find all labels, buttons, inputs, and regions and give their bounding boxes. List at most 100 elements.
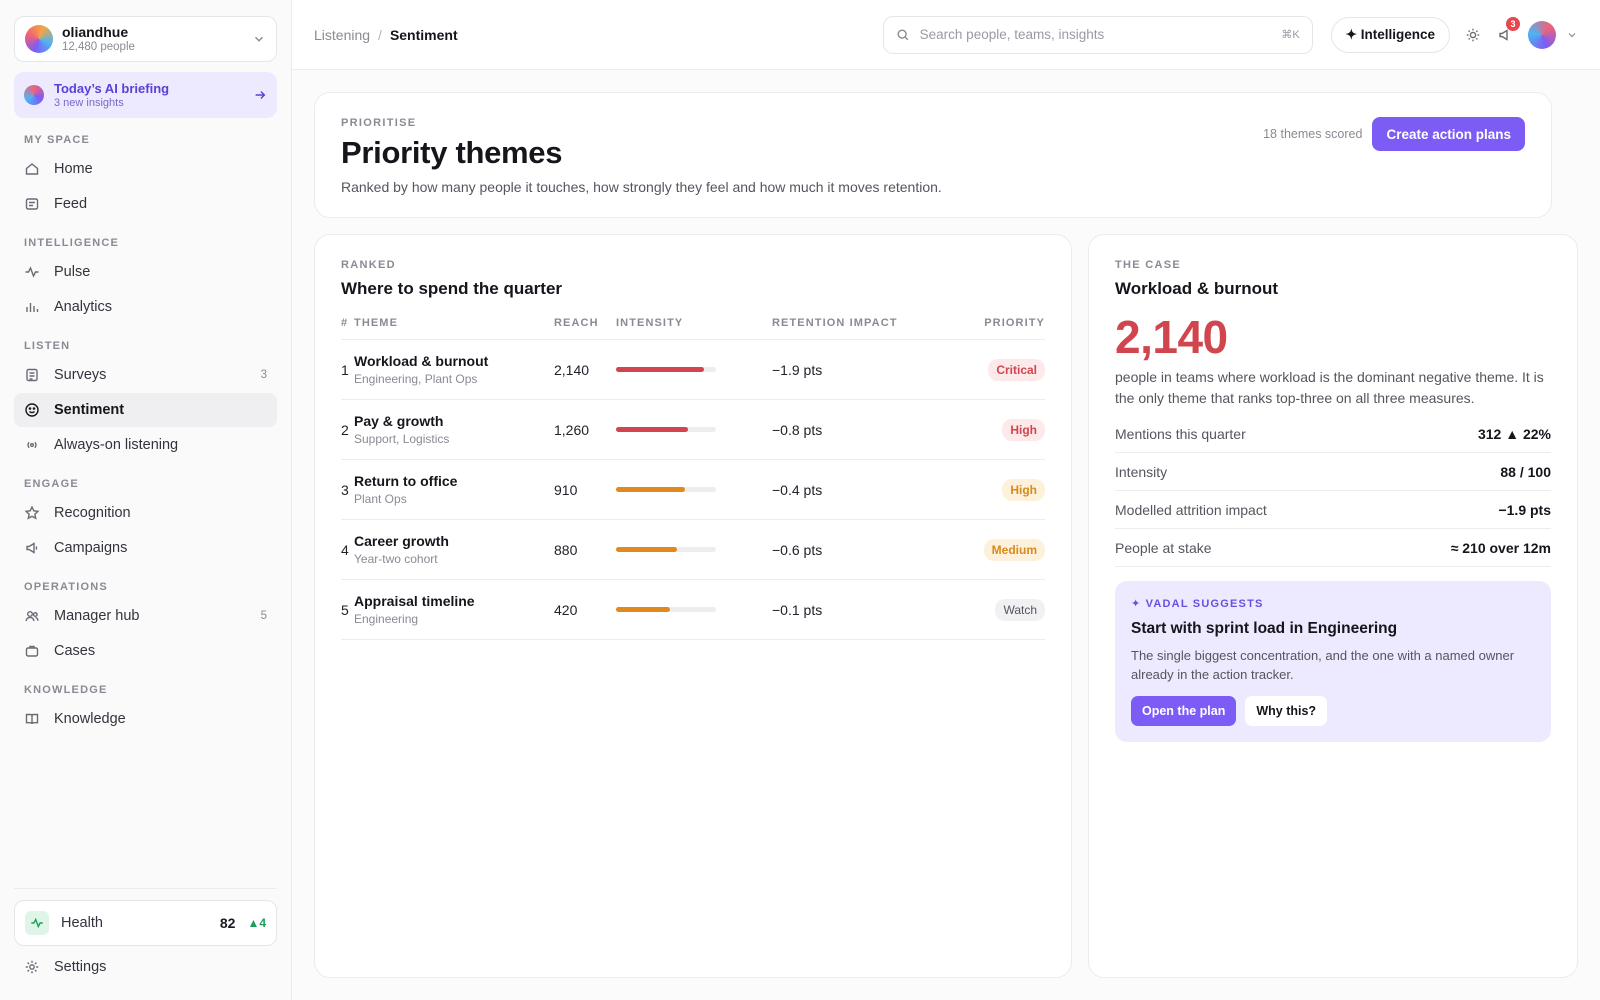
row-theme: Career growth Year-two cohort: [354, 519, 554, 580]
theme-name: Return to office: [354, 472, 458, 489]
intelligence-button[interactable]: ✦ Intelligence: [1330, 16, 1450, 53]
column-reach: REACH: [554, 317, 616, 340]
priority-header-card: PRIORITISE Priority themes Ranked by how…: [314, 92, 1552, 218]
briefing-title: Today’s AI briefing: [54, 80, 170, 96]
why-this-button[interactable]: Why this?: [1245, 696, 1328, 726]
user-avatar[interactable]: [1528, 20, 1556, 49]
row-intensity: [616, 339, 772, 400]
sidebar-item-feed[interactable]: Feed: [14, 187, 277, 221]
breadcrumb: Listening / Sentiment: [314, 27, 458, 43]
themes-table: # THEME REACH INTENSITY RETENTION IMPACT…: [341, 317, 1045, 640]
column-theme: THEME: [354, 317, 554, 340]
sidebar-item-analytics[interactable]: Analytics: [14, 290, 277, 324]
metric-value: ≈ 210 over 12m: [1450, 539, 1551, 556]
sidebar-item-campaigns[interactable]: Campaigns: [14, 531, 277, 565]
chevron-down-icon: [255, 36, 263, 42]
health-score: 82: [219, 915, 236, 931]
row-priority: High: [955, 459, 1045, 520]
smile-icon: [24, 402, 40, 418]
sidebar-item-recognition[interactable]: Recognition: [14, 496, 277, 530]
priority-badge: Critical: [988, 358, 1045, 381]
megaphone-icon: [1499, 28, 1508, 41]
row-rank: 2: [341, 399, 354, 460]
breadcrumb-parent[interactable]: Listening: [314, 26, 371, 43]
sidebar-item-manager-hub[interactable]: Manager hub 5: [14, 599, 277, 633]
intensity-bar-track: [616, 427, 716, 432]
row-reach: 1,260: [554, 399, 616, 460]
chevron-down-icon[interactable]: [1566, 29, 1578, 41]
row-intensity: [616, 399, 772, 460]
theme-teams: Engineering: [354, 611, 419, 626]
org-switcher[interactable]: oliandhue 12,480 people: [14, 16, 277, 62]
metric-value: 312 ▲ 22%: [1477, 425, 1551, 442]
sidebar-item-label: Always-on listening: [54, 437, 179, 453]
row-theme: Pay & growth Support, Logistics: [354, 399, 554, 460]
table-row[interactable]: 5 Appraisal timeline Engineering 420 −0.…: [341, 579, 1045, 640]
ai-briefing[interactable]: Today’s AI briefing 3 new insights: [14, 72, 277, 118]
intensity-bar-fill: [616, 487, 685, 492]
theme-name: Pay & growth: [354, 412, 444, 429]
intensity-bar-track: [616, 547, 716, 552]
row-theme: Return to office Plant Ops: [354, 459, 554, 520]
sidebar-item-label: Cases: [54, 643, 96, 659]
manager-hub-count: 5: [260, 610, 267, 622]
sidebar-item-home[interactable]: Home: [14, 152, 277, 186]
sidebar-item-label: Manager hub: [54, 608, 140, 624]
row-retention-impact: −1.9 pts: [772, 339, 956, 400]
table-row[interactable]: 4 Career growth Year-two cohort 880 −0.6…: [341, 519, 1045, 580]
sidebar-item-label: Surveys: [54, 367, 107, 383]
column-retention-impact: RETENTION IMPACT: [772, 317, 956, 340]
section-label-intelligence: INTELLIGENCE: [24, 237, 120, 249]
ranked-eyebrow: RANKED: [341, 259, 396, 271]
open-plan-button[interactable]: Open the plan: [1131, 696, 1237, 726]
sidebar-item-label: Pulse: [54, 264, 91, 280]
metric-label: Intensity: [1115, 463, 1168, 480]
health-widget[interactable]: Health 82 ▲4: [14, 900, 277, 946]
sidebar-item-settings[interactable]: Settings: [14, 950, 277, 984]
theme-teams: Support, Logistics: [354, 431, 450, 446]
table-row[interactable]: 1 Workload & burnout Engineering, Plant …: [341, 339, 1045, 400]
search-box[interactable]: ⌘K: [882, 15, 1313, 54]
notifications-button[interactable]: 3: [1496, 16, 1520, 44]
row-reach: 420: [554, 579, 616, 640]
header-eyebrow: PRIORITISE: [341, 117, 417, 129]
case-title: Workload & burnout: [1115, 279, 1279, 298]
org-people: 12,480 people: [62, 40, 135, 53]
suggest-eyebrow: ✦ VADAL SUGGESTS: [1131, 598, 1264, 610]
column-rank: #: [341, 317, 354, 340]
gear-icon: [24, 959, 40, 975]
theme-teams: Plant Ops: [354, 491, 407, 506]
briefing-orb-icon: [24, 85, 44, 105]
themes-table-body: 1 Workload & burnout Engineering, Plant …: [341, 339, 1045, 640]
sidebar-item-label: Campaigns: [54, 540, 128, 556]
search-input[interactable]: [919, 27, 1282, 42]
section-label-engage: ENGAGE: [24, 478, 79, 490]
org-avatar: [25, 25, 53, 53]
sidebar-item-knowledge[interactable]: Knowledge: [14, 702, 277, 736]
table-row[interactable]: 2 Pay & growth Support, Logistics 1,260 …: [341, 399, 1045, 460]
sidebar-item-pulse[interactable]: Pulse: [14, 255, 277, 289]
theme-toggle[interactable]: [1464, 26, 1482, 44]
sidebar-item-always-on-listening[interactable]: Always-on listening: [14, 428, 277, 462]
table-row[interactable]: 3 Return to office Plant Ops 910 −0.4 pt…: [341, 459, 1045, 520]
page-description: Ranked by how many people it touches, ho…: [341, 179, 942, 195]
sidebar-divider: [14, 888, 277, 889]
metric-row: Mentions this quarter 312 ▲ 22%: [1115, 415, 1551, 453]
sidebar-item-label: Analytics: [54, 299, 113, 315]
main-content: Listening / Sentiment ⌘K ✦ Intelligence …: [292, 0, 1600, 1000]
create-action-plans-button[interactable]: Create action plans: [1372, 117, 1525, 151]
sidebar-item-cases[interactable]: Cases: [14, 634, 277, 668]
sidebar-item-sentiment[interactable]: Sentiment: [14, 393, 277, 427]
suggest-description: The single biggest concentration, and th…: [1131, 648, 1515, 682]
health-delta: ▲4: [247, 916, 266, 930]
megaphone-icon: [24, 540, 40, 556]
theme-teams: Year-two cohort: [354, 551, 438, 566]
case-big-number: 2,140: [1115, 311, 1228, 363]
sidebar-item-surveys[interactable]: Surveys 3: [14, 358, 277, 392]
sidebar-item-label: Home: [54, 161, 93, 177]
themes-scored: 18 themes scored: [1263, 127, 1363, 141]
theme-teams: Engineering, Plant Ops: [354, 371, 478, 386]
table-header-row: # THEME REACH INTENSITY RETENTION IMPACT…: [341, 317, 1045, 340]
vadal-suggestion: ✦ VADAL SUGGESTS Start with sprint load …: [1115, 581, 1551, 742]
